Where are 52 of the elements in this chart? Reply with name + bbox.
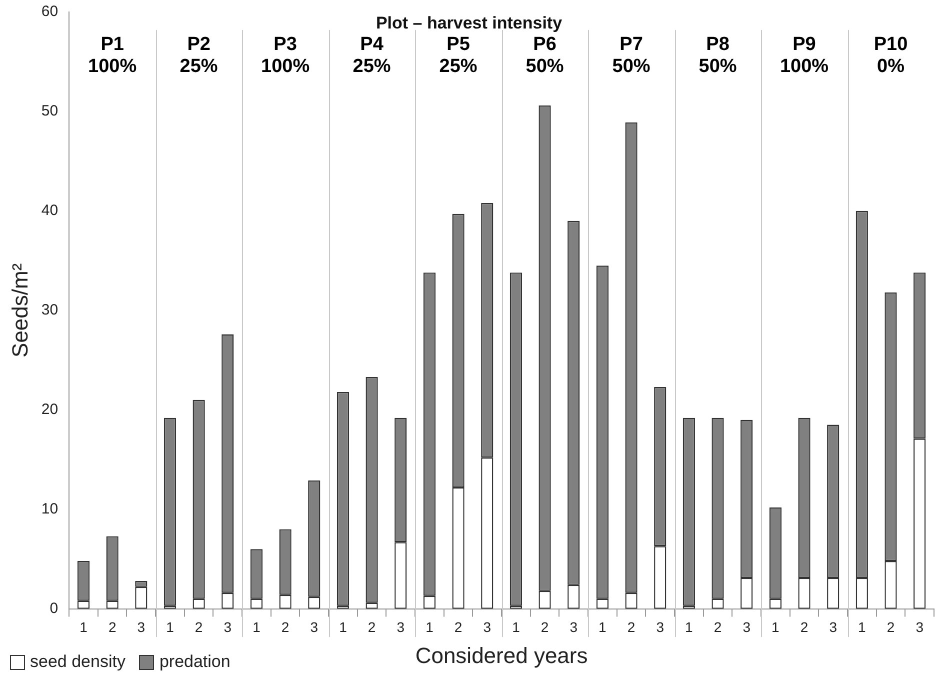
y-tick-label: 10: [41, 500, 58, 518]
y-axis-title: Seeds/m²: [7, 263, 32, 358]
x-tick-label: 1: [772, 619, 780, 636]
x-tick-label: 2: [368, 619, 376, 636]
x-tick-label: 2: [886, 619, 895, 636]
x-tick-label: 2: [108, 619, 116, 636]
chart-title: Plot – harvest intensity: [376, 13, 563, 32]
x-tick-label: 3: [656, 619, 664, 636]
legend-label: predation: [159, 652, 230, 672]
y-tick-label: 0: [50, 600, 58, 617]
annotation: P6 50%: [526, 34, 564, 78]
y-tick-label: 40: [41, 202, 58, 220]
x-tick-label: 3: [310, 619, 318, 636]
annotation: P1 100%: [88, 34, 137, 78]
annotation: P5 25%: [439, 34, 478, 78]
x-tick-label: 1: [426, 619, 434, 636]
x-tick-label: 3: [137, 619, 146, 636]
x-tick-label: 2: [627, 619, 636, 636]
x-tick-label: 1: [858, 619, 866, 636]
y-tick-label: 20: [41, 401, 58, 418]
x-tick-label: 1: [685, 619, 694, 636]
x-tick-label: 2: [281, 619, 290, 636]
annotation: P8 50%: [698, 34, 737, 78]
x-tick-label: 1: [80, 619, 88, 636]
annotation: P10 0%: [874, 34, 908, 78]
annotation: P4 25%: [352, 34, 391, 78]
x-tick-label: 3: [224, 619, 232, 636]
x-tick-label: 1: [339, 619, 348, 636]
y-tick-label: 60: [41, 3, 58, 20]
x-tick-label: 1: [166, 619, 174, 636]
x-tick-label: 3: [916, 619, 924, 636]
x-tick-label: 1: [252, 619, 261, 636]
x-tick-label: 2: [800, 619, 808, 636]
x-tick-label: 3: [829, 619, 838, 636]
annotation: P2 25%: [180, 34, 218, 78]
x-tick-label: 2: [454, 619, 462, 636]
x-tick-label: 3: [396, 619, 405, 636]
x-axis-title: Considered years: [415, 642, 588, 668]
x-tick-label: 1: [598, 619, 607, 636]
x-tick-label: 2: [194, 619, 203, 636]
annotation: P3 100%: [261, 34, 310, 78]
x-tick-label: 2: [540, 619, 549, 636]
annotation: P7 50%: [612, 34, 650, 78]
x-tick-label: 3: [742, 619, 751, 636]
y-tick-label: 30: [41, 302, 58, 319]
x-tick-label: 3: [483, 619, 492, 636]
x-tick-label: 1: [512, 619, 520, 636]
annotation: P9 100%: [780, 34, 829, 78]
text: seed density: [30, 652, 126, 672]
x-tick-label: 2: [714, 619, 722, 636]
y-tick-label: 50: [41, 102, 58, 120]
x-tick-label: 3: [570, 619, 578, 636]
